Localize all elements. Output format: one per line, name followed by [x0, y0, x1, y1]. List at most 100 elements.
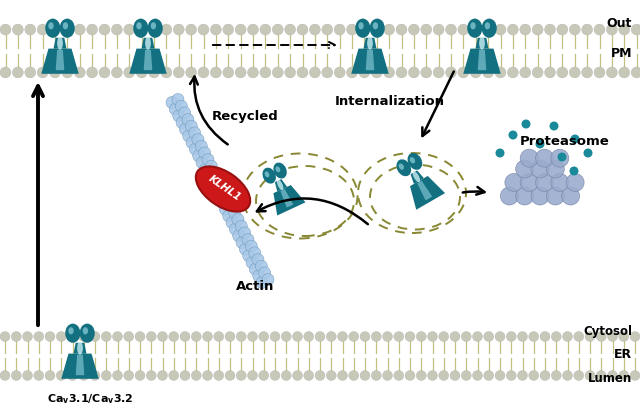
Circle shape: [259, 332, 269, 342]
Text: Cytosol: Cytosol: [583, 326, 632, 339]
Circle shape: [309, 24, 321, 35]
Circle shape: [0, 332, 10, 342]
Ellipse shape: [45, 18, 60, 38]
Circle shape: [25, 24, 36, 35]
Circle shape: [67, 332, 77, 342]
Circle shape: [557, 67, 568, 78]
Circle shape: [214, 370, 224, 381]
Circle shape: [315, 332, 325, 342]
Circle shape: [62, 24, 73, 35]
Circle shape: [532, 67, 543, 78]
Circle shape: [582, 67, 593, 78]
Polygon shape: [417, 181, 432, 201]
Circle shape: [270, 370, 280, 381]
Circle shape: [337, 332, 348, 342]
Text: PM: PM: [611, 46, 632, 60]
Circle shape: [445, 24, 456, 35]
Ellipse shape: [77, 342, 83, 355]
Polygon shape: [273, 185, 305, 215]
Circle shape: [173, 67, 184, 78]
Circle shape: [148, 24, 159, 35]
Circle shape: [124, 370, 134, 381]
Circle shape: [445, 67, 456, 78]
Circle shape: [239, 243, 252, 255]
Ellipse shape: [484, 22, 490, 30]
Ellipse shape: [479, 37, 485, 50]
Circle shape: [135, 332, 145, 342]
Circle shape: [371, 67, 382, 78]
Circle shape: [506, 370, 516, 381]
Circle shape: [551, 370, 561, 381]
Circle shape: [272, 24, 284, 35]
Circle shape: [22, 332, 33, 342]
Text: Proteasome: Proteasome: [520, 134, 610, 148]
Circle shape: [630, 370, 640, 381]
Ellipse shape: [275, 166, 280, 172]
Circle shape: [433, 67, 444, 78]
Circle shape: [0, 67, 11, 78]
Circle shape: [206, 176, 218, 189]
Circle shape: [124, 332, 134, 342]
Circle shape: [458, 67, 469, 78]
Circle shape: [516, 187, 534, 205]
Circle shape: [189, 127, 200, 139]
Polygon shape: [141, 38, 154, 48]
Polygon shape: [61, 353, 99, 379]
Circle shape: [394, 370, 404, 381]
Circle shape: [173, 24, 184, 35]
Circle shape: [607, 332, 618, 342]
Circle shape: [79, 370, 89, 381]
Circle shape: [562, 187, 580, 205]
Circle shape: [573, 370, 584, 381]
Circle shape: [223, 210, 235, 222]
Circle shape: [180, 332, 190, 342]
Polygon shape: [56, 50, 64, 70]
Polygon shape: [364, 38, 376, 48]
Circle shape: [536, 173, 554, 192]
Circle shape: [198, 67, 209, 78]
Circle shape: [259, 267, 271, 279]
Circle shape: [606, 67, 618, 78]
Ellipse shape: [136, 22, 141, 30]
Polygon shape: [463, 48, 500, 74]
Circle shape: [214, 332, 224, 342]
Circle shape: [529, 370, 539, 381]
Circle shape: [253, 270, 265, 282]
Ellipse shape: [150, 22, 156, 30]
Ellipse shape: [145, 37, 151, 50]
Circle shape: [394, 332, 404, 342]
Circle shape: [322, 67, 333, 78]
Circle shape: [508, 24, 518, 35]
Circle shape: [563, 370, 573, 381]
Circle shape: [148, 67, 159, 78]
Circle shape: [157, 370, 168, 381]
Circle shape: [99, 24, 110, 35]
Circle shape: [315, 370, 325, 381]
Polygon shape: [41, 48, 79, 74]
Circle shape: [179, 123, 191, 135]
Circle shape: [74, 67, 85, 78]
Circle shape: [216, 196, 228, 208]
Circle shape: [166, 97, 178, 109]
Circle shape: [161, 24, 172, 35]
Ellipse shape: [410, 157, 415, 164]
Circle shape: [495, 148, 504, 157]
Polygon shape: [144, 50, 152, 70]
Circle shape: [292, 332, 303, 342]
Circle shape: [371, 370, 381, 381]
Circle shape: [416, 332, 426, 342]
Text: Recycled: Recycled: [212, 109, 278, 122]
Ellipse shape: [262, 168, 276, 184]
Circle shape: [49, 24, 61, 35]
Circle shape: [147, 332, 156, 342]
Circle shape: [124, 24, 135, 35]
Circle shape: [62, 67, 73, 78]
Circle shape: [182, 113, 194, 125]
Polygon shape: [275, 179, 287, 192]
Circle shape: [505, 173, 523, 192]
Polygon shape: [410, 176, 445, 210]
Circle shape: [281, 332, 291, 342]
Circle shape: [99, 67, 110, 78]
Circle shape: [246, 256, 258, 268]
Circle shape: [67, 370, 77, 381]
